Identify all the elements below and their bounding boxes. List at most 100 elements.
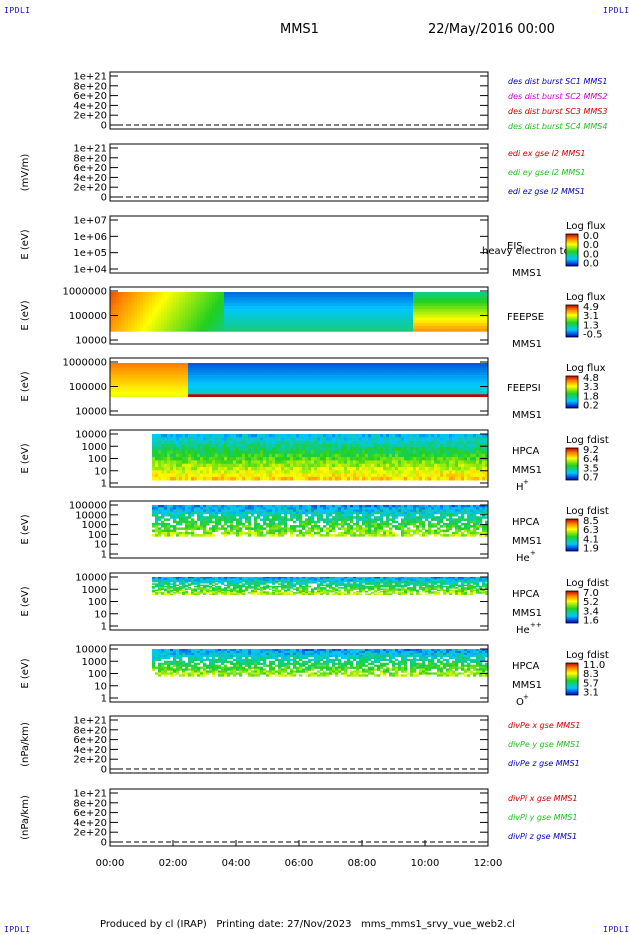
spectrogram-cell [398,308,402,313]
spectrogram-cell [113,306,117,310]
spectrogram-cell [368,463,372,468]
spectrogram-cell [302,300,306,304]
spectrogram-cell [374,292,378,296]
spectrogram-cell [257,372,261,376]
spectrogram-cell [224,300,228,304]
spectrogram-cell [392,367,396,371]
spectrogram-cell [425,292,429,296]
spectrogram-cell [326,391,330,395]
spectrogram-cell [308,328,312,332]
spectrogram-cell [257,384,261,388]
spectrogram-cell [239,470,243,474]
spectrogram-cell [164,447,168,451]
spectrogram-cell [293,297,297,301]
spectrogram-cell [251,463,255,468]
spectrogram-cell [251,447,255,451]
spectrogram-cell [167,457,171,461]
spectrogram-cell [188,470,192,474]
spectrogram-cell [413,306,417,310]
spectrogram-cell [245,314,249,318]
spectrogram-cell [254,367,258,371]
spectrogram-cell [263,294,267,298]
spectrogram-cell [341,323,345,327]
spectrogram-cell [311,394,315,398]
spectrogram-cell [386,434,390,438]
spectrogram-cell [383,363,387,366]
spectrogram-cell [188,365,192,369]
spectrogram-cell [434,440,438,445]
spectrogram-cell [365,473,369,478]
spectrogram-cell [161,363,165,366]
spectrogram-cell [248,323,252,327]
spectrogram-cell [182,460,186,464]
spectrogram-cell [257,473,261,478]
spectrogram-cell [416,325,420,329]
spectrogram-cell [170,434,174,438]
spectrogram-cell [305,384,309,388]
spectrogram-cell [173,320,177,324]
spectrogram-cell [239,389,243,393]
spectrogram-cell [389,440,393,445]
spectrogram-cell [329,377,333,381]
spectrogram-cell [302,470,306,474]
spectrogram-cell [182,308,186,313]
spectrogram-cell [422,308,426,313]
spectrogram-cell [113,323,117,327]
spectrogram-cell [164,384,168,388]
spectrogram-cell [365,389,369,393]
spectrogram-cell [221,294,225,298]
spectrogram-cell [380,476,384,481]
spectrogram-cell [314,440,318,445]
spectrogram-cell [302,460,306,464]
spectrogram-cell [143,294,147,298]
spectrogram-cell [260,292,264,296]
spectrogram-cell [455,391,459,395]
spectrogram-cell [164,377,168,381]
spectrogram-cell [203,460,207,464]
spectrogram-cell [404,372,408,376]
spectrogram-cell [125,292,129,296]
colorbar-title: Log flux [566,363,606,374]
spectrogram-cell [224,394,228,398]
spectrogram-cell [290,367,294,371]
spectrogram-cell [131,328,135,332]
spectrogram-cell [308,389,312,393]
spectrogram-cell [479,308,483,313]
spectrogram-cell [338,306,342,310]
spectrogram-cell [227,457,231,461]
spectrogram-cell [155,377,159,381]
spectrogram-cell [389,467,393,471]
spectrogram-cell [350,375,354,378]
spectrogram-cell [410,323,414,327]
spectrogram-cell [467,363,471,366]
spectrogram-cell [485,306,489,310]
spectrogram-cell [329,457,333,461]
spectrogram-cell [125,391,129,395]
spectrogram-cell [212,384,216,388]
spectrogram-cell [194,367,198,371]
spectrogram-cell [272,453,276,458]
spectrogram-cell [293,391,297,395]
spectrogram-cell [353,317,357,321]
spectrogram-cell [395,473,399,478]
spectrogram-cell [137,297,141,301]
spectrogram-cell [311,377,315,381]
spectrogram-cell [149,379,153,383]
spectrogram-cell [311,434,315,438]
spectrogram-cell [206,314,210,318]
spectrogram-cell [164,382,168,386]
spectrogram-cell [449,377,453,381]
spectrogram-cell [275,387,279,390]
spectrogram-cell [458,363,462,366]
spectrogram-cell [404,450,408,455]
spectrogram-cell [155,457,159,461]
spectrogram-cell [410,470,414,474]
spectrogram-cell [395,387,399,390]
spectrogram-cell [113,314,117,318]
spectrogram-cell [341,365,345,369]
spectrogram-cell [296,382,300,386]
spectrogram-cell [305,450,309,455]
spectrogram-cell [329,450,333,455]
spectrogram-cell [218,382,222,386]
spectrogram-cell [395,447,399,451]
